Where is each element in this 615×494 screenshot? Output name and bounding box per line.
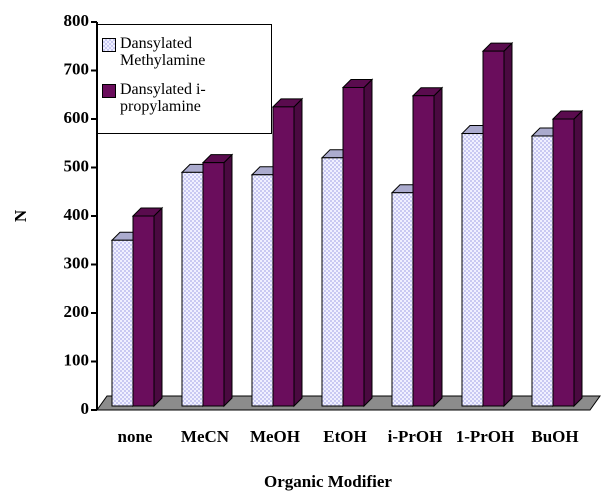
x-tick-label: EtOH [323, 427, 366, 446]
y-axis-label: N [11, 209, 30, 222]
bar [531, 135, 554, 407]
y-tick-label: 400 [64, 205, 90, 224]
y-tick-label: 600 [64, 108, 90, 127]
y-tick-label: 100 [64, 350, 90, 369]
legend-swatch [102, 84, 116, 98]
y-tick-label: 700 [64, 59, 90, 78]
bar-side [433, 86, 443, 408]
bar-side [153, 206, 163, 408]
bar [391, 192, 414, 407]
y-tick-label: 200 [64, 302, 90, 321]
bar-side [293, 97, 303, 408]
bar-side [363, 78, 373, 408]
y-tick-label: 0 [81, 399, 90, 418]
x-tick-label: none [118, 427, 153, 446]
bar [412, 95, 435, 407]
x-tick-label: MeOH [250, 427, 300, 446]
bar [202, 162, 225, 407]
legend: Dansylated Methylamine Dansylated i-propy… [97, 24, 272, 134]
legend-swatch [102, 38, 116, 52]
bar [342, 86, 365, 407]
bar-side [223, 153, 233, 408]
x-axis-label: Organic Modifier [264, 472, 392, 491]
x-tick-label: BuOH [531, 427, 578, 446]
y-tick-label: 500 [64, 156, 90, 175]
bar-side [573, 109, 583, 408]
bar-side [503, 41, 513, 408]
legend-item: Dansylated Methylamine [102, 35, 267, 69]
bar [111, 239, 134, 407]
legend-item: Dansylated i-propylamine [102, 81, 267, 115]
bar [251, 174, 274, 407]
bar [272, 106, 295, 407]
x-tick-label: MeCN [181, 427, 230, 446]
legend-label: Dansylated i-propylamine [120, 81, 206, 115]
bar [181, 171, 204, 407]
legend-label: Dansylated Methylamine [120, 35, 206, 69]
y-tick-label: 300 [64, 253, 90, 272]
bar [552, 118, 575, 407]
x-tick-label: i-PrOH [388, 427, 443, 446]
bar [321, 157, 344, 407]
y-tick-label: 800 [64, 11, 90, 30]
bar [132, 215, 155, 407]
x-tick-label: 1-PrOH [456, 427, 515, 446]
bar [482, 50, 505, 407]
bar [461, 133, 484, 407]
